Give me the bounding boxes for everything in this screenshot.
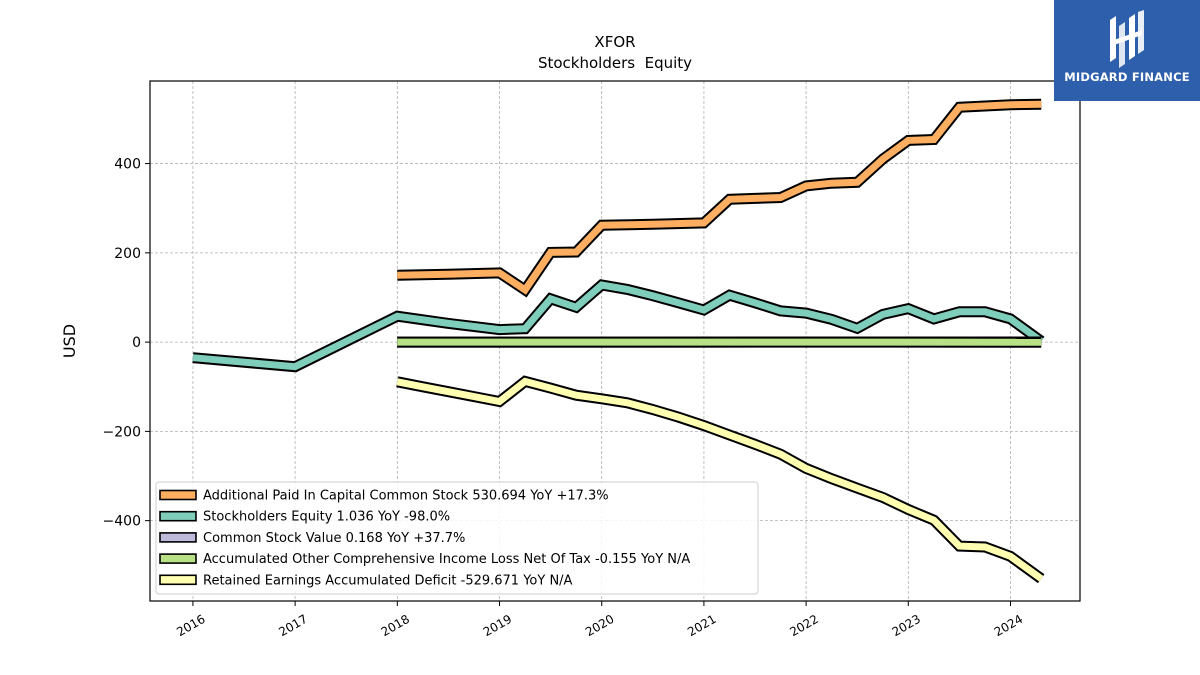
x-tick-label: 2020 (583, 612, 616, 639)
legend-entry: Stockholders Equity 1.036 YoY -98.0% (203, 510, 450, 525)
legend-swatch (159, 532, 197, 543)
midgard-finance-logo-icon (1110, 10, 1144, 68)
series-line (396, 377, 1044, 582)
x-tick-label: 2016 (174, 612, 207, 639)
x-tick-label: 2023 (890, 612, 923, 639)
legend-entry: Additional Paid In Capital Common Stock … (203, 489, 609, 504)
chart-title: XFOR (594, 33, 635, 51)
x-tick-label: 2019 (481, 612, 514, 639)
y-tick-label: 0 (132, 335, 141, 351)
series-line (397, 100, 1042, 295)
x-tick-label: 2024 (992, 612, 1025, 639)
y-tick-label: 400 (114, 157, 141, 173)
legend-box (155, 481, 759, 595)
series-line (192, 281, 1044, 371)
legend-swatch (159, 510, 197, 522)
y-tick-label: 200 (114, 246, 141, 262)
legend-swatch (159, 574, 197, 586)
legend-swatch (159, 489, 197, 501)
legend-entry: Retained Earnings Accumulated Deficit -5… (203, 573, 573, 588)
series-outline (397, 98, 1042, 298)
y-axis-label: USD (60, 324, 79, 358)
x-tick-label: 2017 (276, 612, 309, 639)
series-stockholders-equity (192, 279, 1045, 373)
x-tick-label: 2021 (685, 612, 718, 639)
series-retained-earnings-accumulated-deficit (396, 375, 1045, 584)
x-tick-label: 2022 (787, 612, 820, 639)
legend-entry: Common Stock Value 0.168 YoY +37.7% (203, 531, 465, 546)
plot-frame (149, 80, 1081, 602)
legend-entry: Accumulated Other Comprehensive Income L… (203, 552, 690, 567)
legend: Additional Paid In Capital Common Stock … (155, 481, 759, 595)
x-tick-label: 2018 (379, 612, 412, 639)
legend-swatch (159, 553, 197, 564)
y-tick-label: −200 (103, 424, 141, 440)
series-group (192, 98, 1045, 584)
logo-text: MIDGARD FINANCE (1064, 70, 1190, 84)
midgard-finance-logo: MIDGARD FINANCE (1054, 0, 1200, 101)
chart-subtitle: Stockholders Equity (538, 54, 692, 72)
series-additional-paid-in-capital-common-stock (397, 98, 1042, 298)
y-tick-label: −400 (103, 514, 141, 530)
